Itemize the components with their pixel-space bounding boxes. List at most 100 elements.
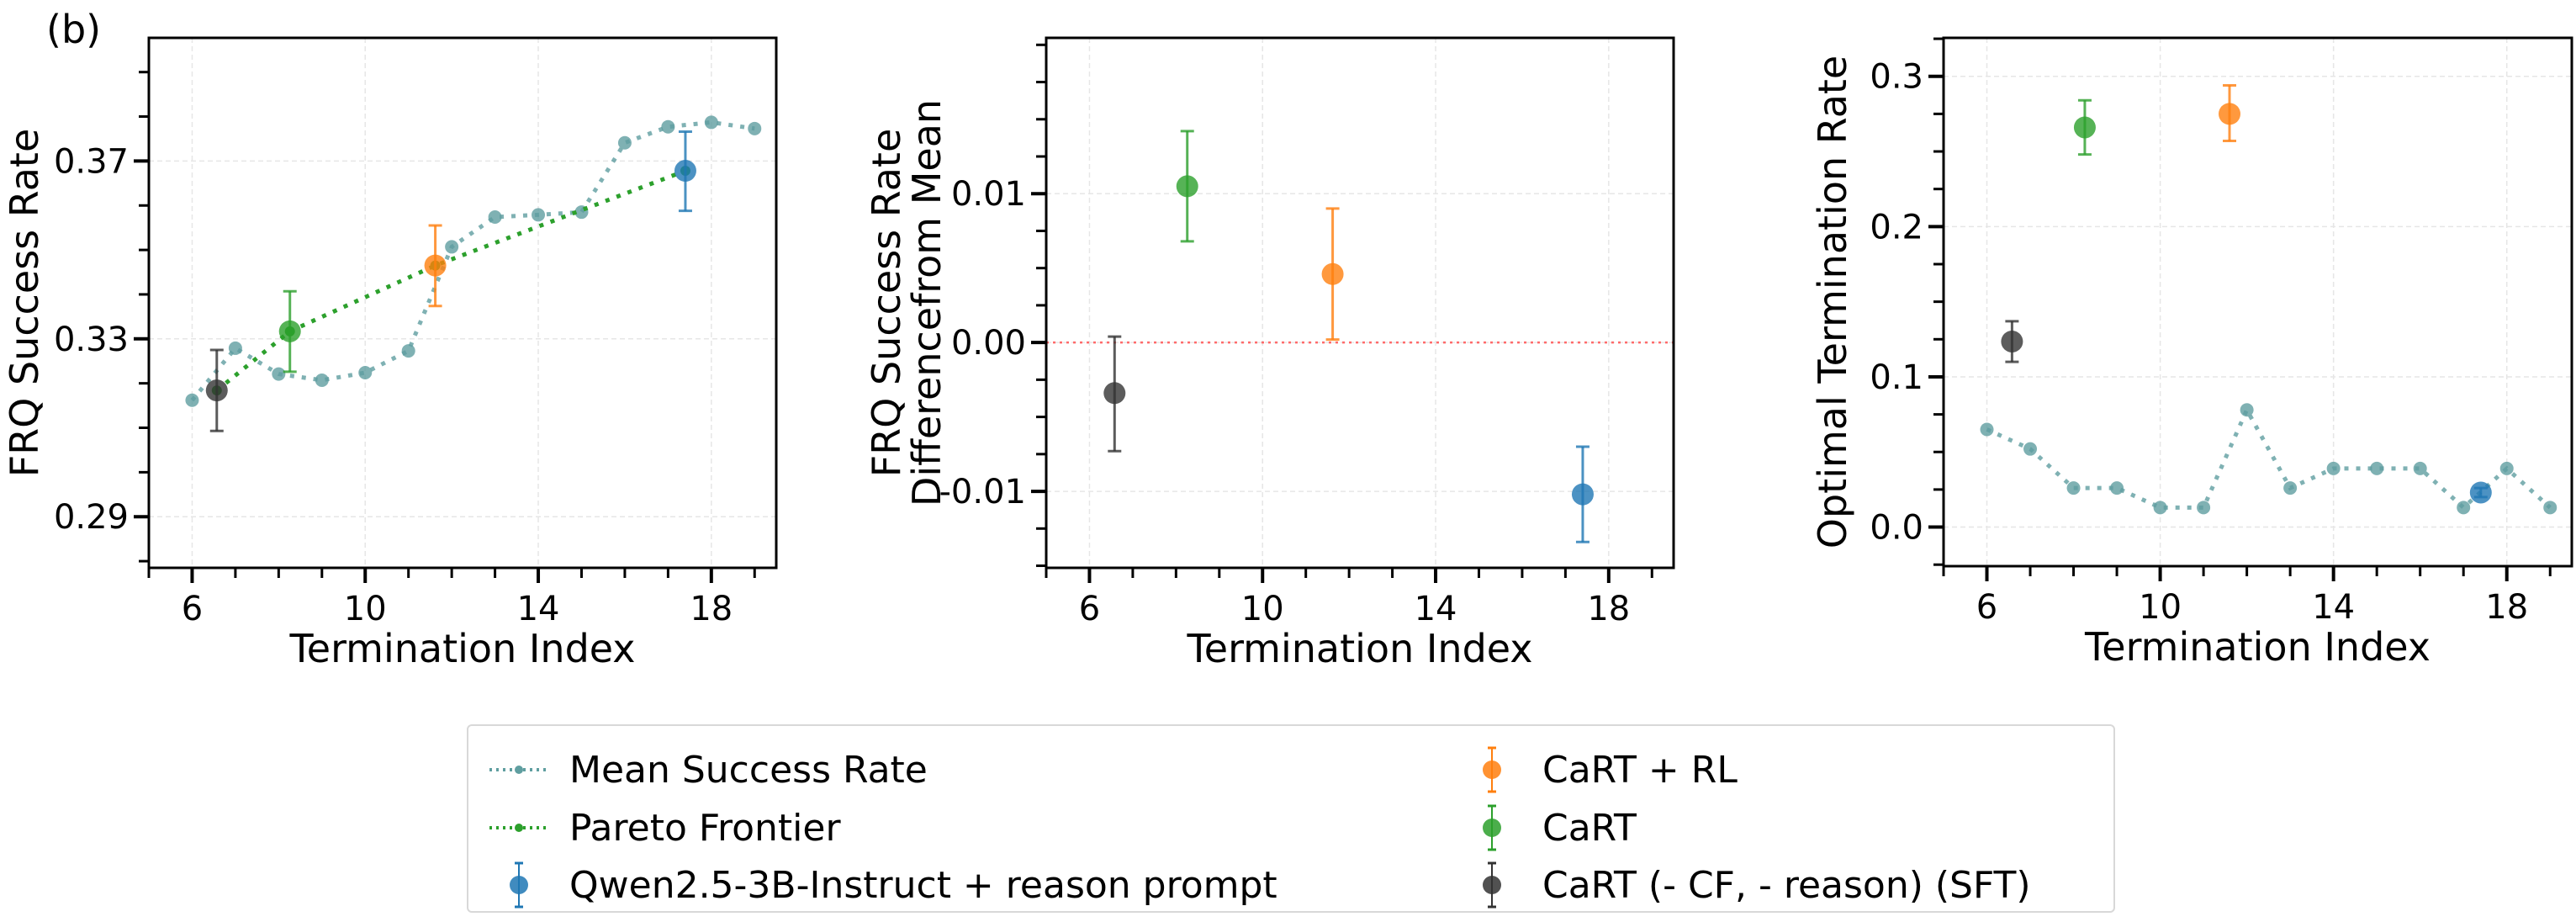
data-point — [205, 379, 228, 402]
mean-point — [2110, 481, 2124, 495]
legend-label: Pareto Frontier — [569, 806, 841, 850]
mean-point — [315, 373, 329, 387]
mean-point — [2543, 501, 2557, 515]
x-tick-label: 6 — [182, 590, 203, 628]
mean-point — [748, 121, 762, 135]
data-point — [1103, 382, 1126, 405]
mean-point — [185, 393, 199, 407]
mean-point — [2370, 461, 2384, 475]
legend-label: Qwen2.5-3B-Instruct + reason prompt — [569, 863, 1277, 907]
legend-handle-pareto — [489, 824, 548, 832]
legend-item-cart-rl: CaRT + RL — [1458, 744, 1738, 795]
mean-point — [401, 344, 415, 358]
mean-point — [532, 208, 546, 222]
mean-point — [2066, 481, 2081, 495]
legend-handle-cart — [1483, 804, 1501, 851]
y-axis-label: FRQ Success Rate — [2, 129, 47, 478]
legend-label: Mean Success Rate — [569, 748, 928, 792]
legend-handle-sft — [1483, 861, 1501, 909]
x-tick-label: 10 — [1241, 590, 1284, 628]
y-tick-label: 0.33 — [54, 321, 129, 359]
mean-point — [617, 135, 632, 150]
x-tick-label: 14 — [2312, 588, 2355, 627]
y-tick-label: 0.0 — [1870, 509, 1923, 548]
data-point — [2001, 330, 2023, 352]
legend-label: CaRT + RL — [1542, 748, 1738, 792]
data-point — [1321, 262, 1344, 285]
panel-1: 6 10 14 18 0.29 0.33 0.37 Termination Index FRQ … — [2, 36, 778, 671]
data-point — [2073, 116, 2096, 139]
x-tick-label: 14 — [517, 590, 560, 628]
data-point — [1176, 175, 1198, 198]
y-tick-label: 0.00 — [951, 324, 1026, 363]
x-axis-label: Termination Index — [289, 626, 636, 671]
mean-point — [2457, 501, 2471, 515]
data-point — [278, 320, 301, 342]
legend-marker-icon — [515, 766, 523, 774]
mean-point — [445, 240, 459, 254]
data-point — [424, 254, 447, 277]
x-tick-label: 6 — [1976, 588, 1997, 627]
axes-frame — [1045, 36, 1675, 570]
x-axis-label: Termination Index — [1187, 626, 1533, 671]
data-point — [2219, 103, 2241, 125]
mean-point — [661, 119, 675, 134]
legend-label: CaRT — [1542, 806, 1637, 850]
x-tick-label: 18 — [690, 590, 733, 628]
panel-tag: (b) — [46, 7, 102, 52]
data-point — [2469, 481, 2492, 504]
mean-point — [704, 115, 718, 130]
legend-handle-cart-rl — [1483, 746, 1501, 793]
mean-point — [488, 209, 502, 224]
mean-point — [2283, 481, 2298, 495]
y-tick-label: 0.01 — [951, 175, 1026, 214]
x-tick-label: 10 — [344, 590, 387, 628]
axes-frame — [147, 36, 778, 570]
legend-marker-icon — [1483, 760, 1501, 779]
legend-item-cart: CaRT — [1458, 803, 1637, 853]
data-point — [674, 160, 696, 183]
legend-handle-mean — [489, 766, 548, 774]
mean-point — [2153, 501, 2167, 515]
y-axis-label: Optimal Termination Rate — [1810, 56, 1855, 548]
legend-marker-icon — [1483, 876, 1501, 894]
y-axis-label: FRQ Success Rate — [864, 129, 909, 478]
mean-point — [2413, 461, 2427, 475]
pareto-frontier-line — [215, 168, 686, 393]
y-tick-label: 0.3 — [1870, 58, 1923, 97]
mean-point — [2499, 461, 2514, 475]
x-tick-label: 6 — [1079, 590, 1100, 628]
mean-point — [228, 341, 242, 355]
x-tick-label: 18 — [2485, 588, 2528, 627]
mean-success-rate-line — [190, 119, 755, 402]
x-tick-label: 14 — [1415, 590, 1457, 628]
panel-2: 6 10 14 18 -0.01 0.00 0.01 Termination Index FRQ… — [864, 36, 1675, 671]
mean-point — [272, 367, 286, 381]
legend-marker-icon — [510, 876, 528, 894]
legend-item-sft: CaRT (- CF, - reason) (SFT) — [1458, 860, 2031, 910]
legend-marker-icon — [1483, 819, 1501, 837]
y-tick-label: 0.2 — [1870, 208, 1923, 246]
mean-point — [1980, 422, 1994, 437]
mean-point — [358, 365, 373, 379]
y-tick-label: 0.37 — [54, 142, 129, 181]
legend-handle-qwen — [510, 861, 528, 909]
x-axis-label: Termination Index — [2084, 624, 2431, 670]
mean-point — [2023, 442, 2038, 456]
axes-frame — [1942, 36, 2573, 568]
y-tick-label: 0.1 — [1870, 358, 1923, 397]
legend-item-pareto: Pareto Frontier — [485, 803, 841, 853]
data-point — [1571, 483, 1594, 506]
mean-point — [2326, 461, 2341, 475]
y-axis-label: Differencefrom Mean — [904, 99, 949, 506]
mean-point — [2240, 403, 2254, 417]
y-tick-label: 0.29 — [54, 498, 129, 537]
legend-label: CaRT (- CF, - reason) (SFT) — [1542, 863, 2031, 907]
legend-marker-icon — [515, 824, 523, 832]
legend-item-qwen: Qwen2.5-3B-Instruct + reason prompt — [485, 860, 1277, 910]
legend-item-mean: Mean Success Rate — [485, 744, 928, 795]
y-tick-label: -0.01 — [939, 473, 1027, 511]
x-tick-label: 18 — [1587, 590, 1630, 628]
mean-point — [2197, 501, 2211, 515]
